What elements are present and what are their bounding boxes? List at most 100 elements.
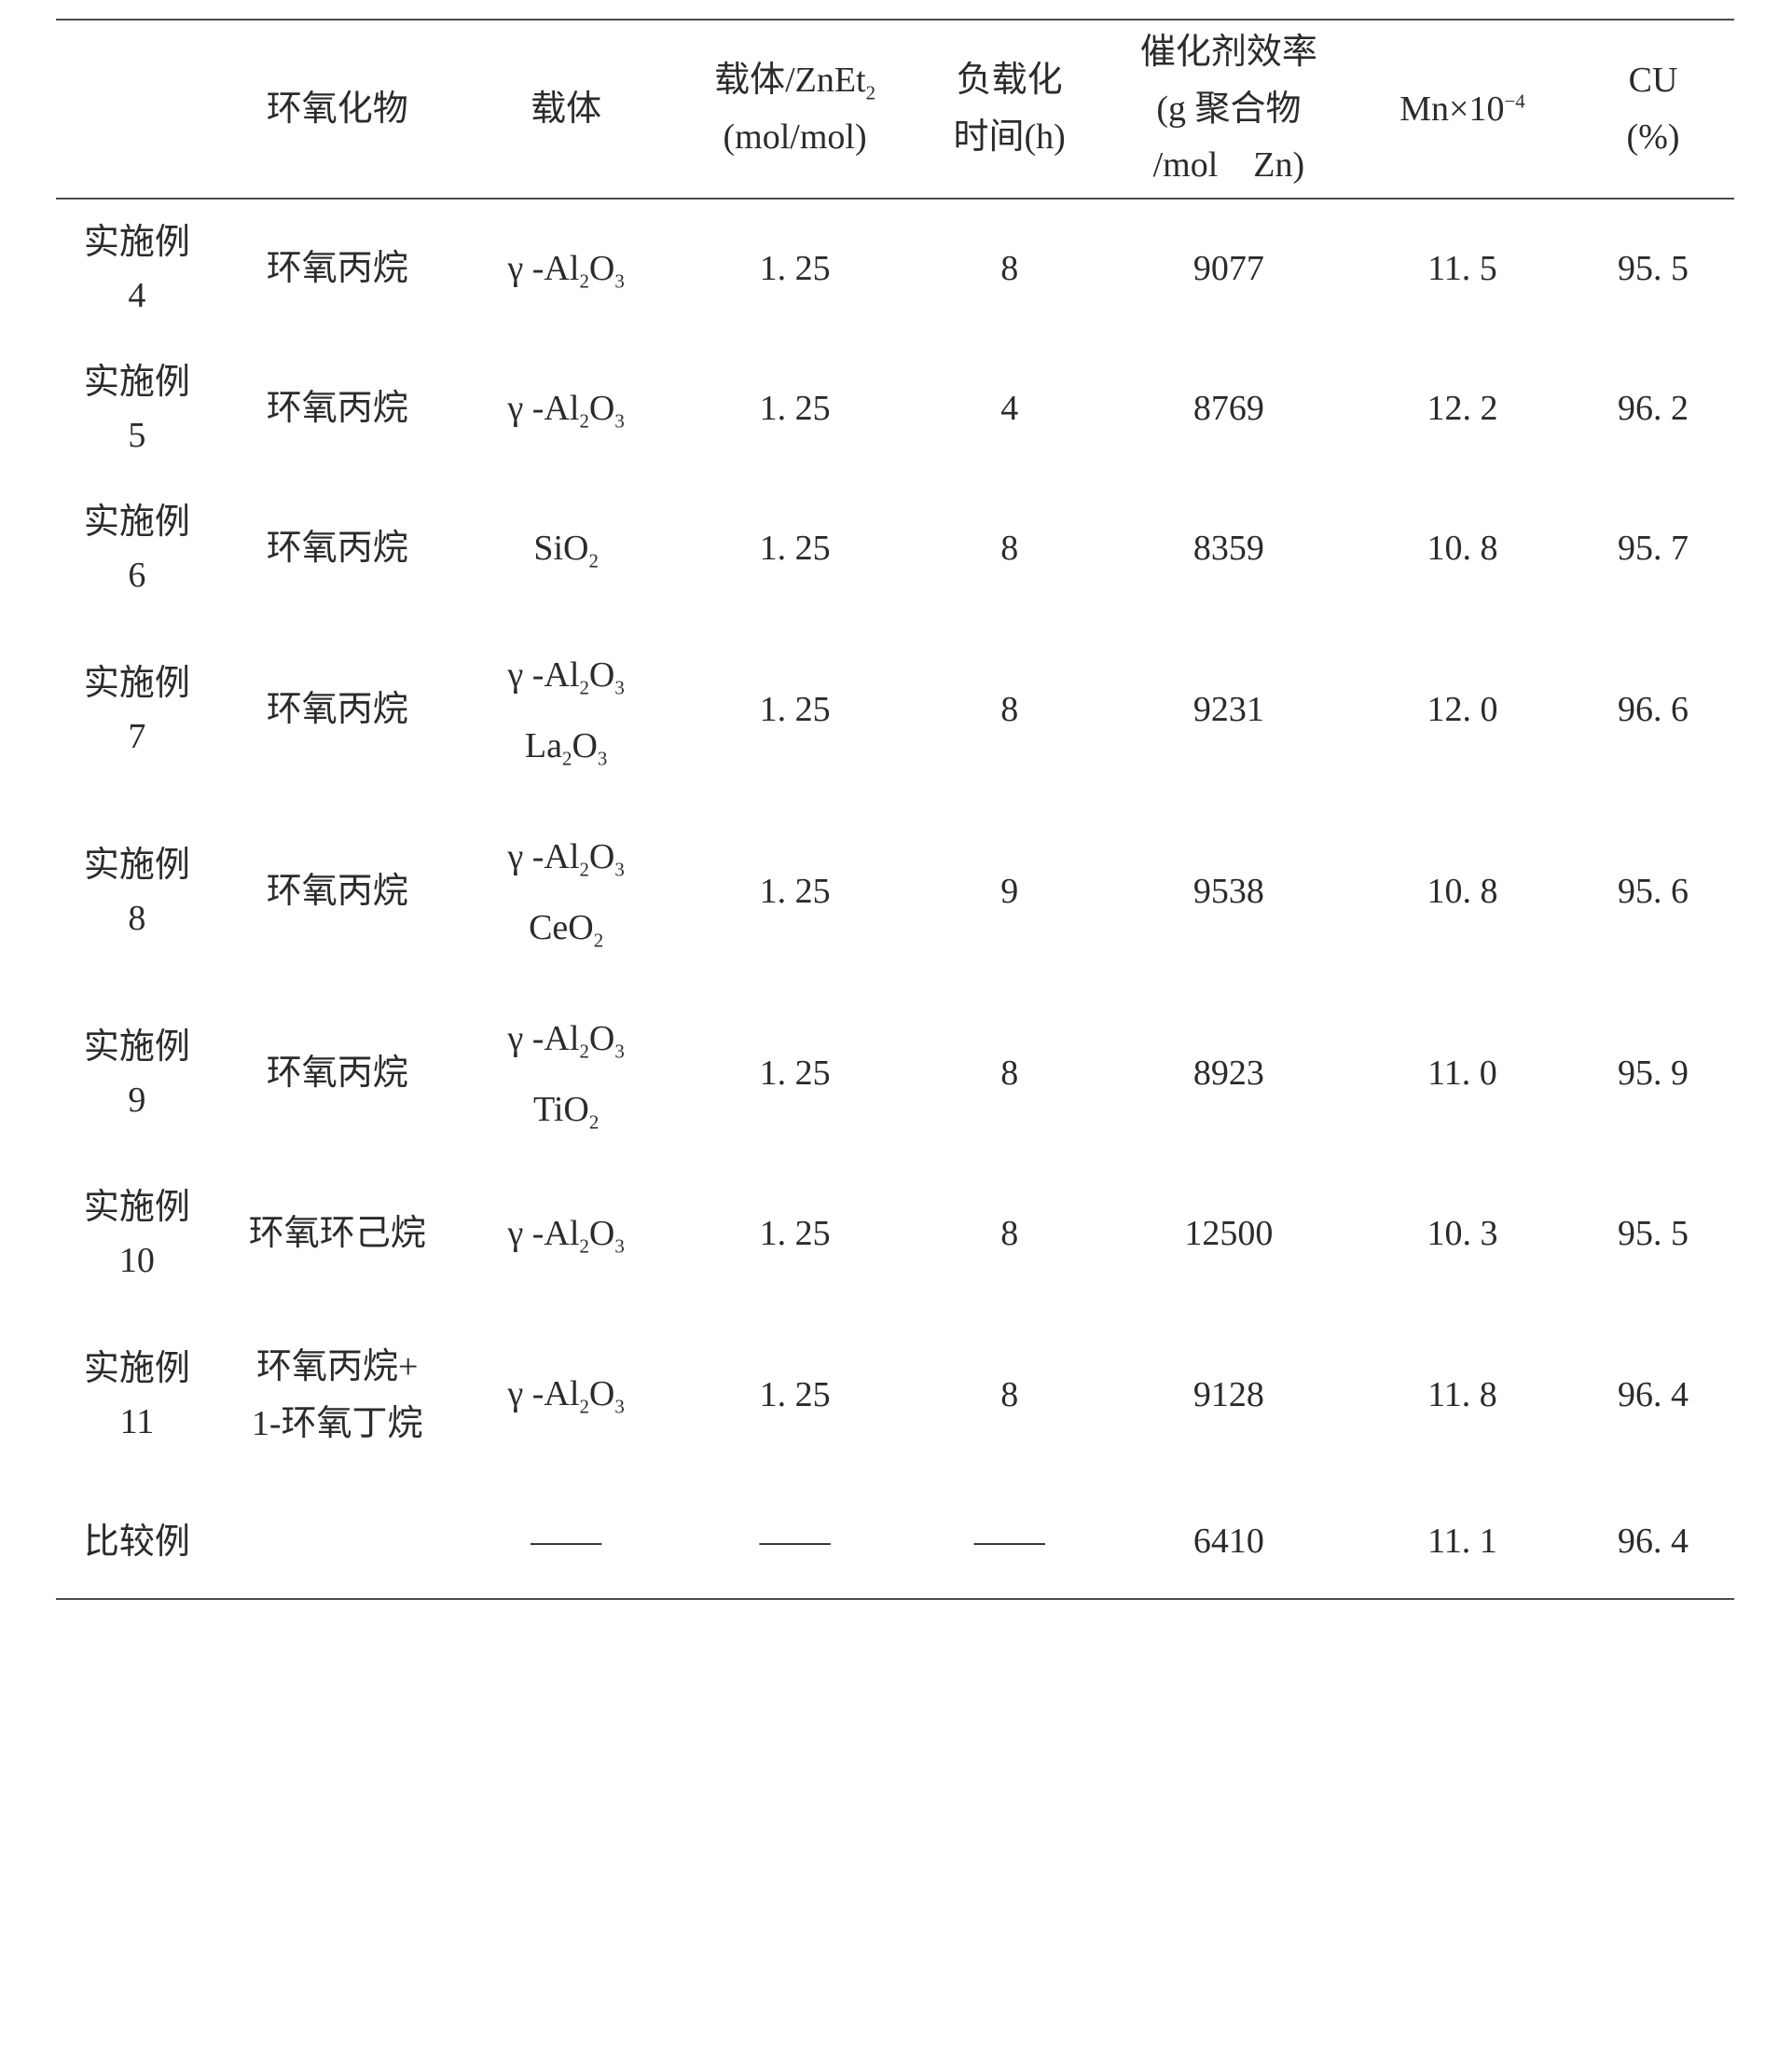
cell-efficiency: 9128 (1105, 1304, 1353, 1486)
cell-efficiency: 12500 (1105, 1164, 1353, 1304)
table-row: 实施例8环氧丙烷γ -Al2O3CeO21. 259953810. 895. 6 (56, 801, 1734, 983)
cell-cu: 95. 5 (1572, 199, 1734, 339)
row-label: 实施例9 (56, 983, 218, 1164)
cell-time: ―― (914, 1486, 1105, 1599)
col-header-cu-l1: CU (1629, 61, 1678, 100)
cell-mn: 10. 8 (1353, 801, 1572, 983)
cell-epoxide: 环氧丙烷 (218, 479, 457, 619)
cell-mn: 10. 3 (1353, 1164, 1572, 1304)
results-table: 环氧化物 载体 载体/ZnEt2 (mol/mol) 负载化 时间(h) (56, 19, 1734, 1600)
row-label: 实施例7 (56, 619, 218, 801)
col-header-time: 负载化 时间(h) (914, 20, 1105, 199)
cell-carrier: γ -Al2O3TiO2 (457, 983, 676, 1164)
cell-ratio: 1. 25 (676, 1304, 915, 1486)
cell-cu: 96. 2 (1572, 339, 1734, 479)
row-label: 比较例 (56, 1486, 218, 1599)
cell-epoxide: 环氧丙烷 (218, 339, 457, 479)
cell-efficiency: 9538 (1105, 801, 1353, 983)
cell-cu: 95. 5 (1572, 1164, 1734, 1304)
col-header-cu-l2: (%) (1627, 117, 1680, 157)
table-row: 比较例――――――641011. 196. 4 (56, 1486, 1734, 1599)
cell-mn: 12. 0 (1353, 619, 1572, 801)
col-header-blank (56, 20, 218, 199)
cell-cu: 95. 9 (1572, 983, 1734, 1164)
cell-carrier: γ -Al2O3 (457, 199, 676, 339)
row-label: 实施例6 (56, 479, 218, 619)
cell-epoxide: 环氧环己烷 (218, 1164, 457, 1304)
cell-mn: 11. 1 (1353, 1486, 1572, 1599)
cell-carrier: γ -Al2O3 (457, 339, 676, 479)
cell-ratio: 1. 25 (676, 339, 915, 479)
cell-epoxide: 环氧丙烷 (218, 199, 457, 339)
col-header-mn: Mn×10−4 (1353, 20, 1572, 199)
cell-carrier: γ -Al2O3 (457, 1304, 676, 1486)
col-header-eff-l3: /mol Zn) (1153, 145, 1305, 185)
col-header-efficiency: 催化剂效率 (g 聚合物 /mol Zn) (1105, 20, 1353, 199)
cell-time: 8 (914, 1304, 1105, 1486)
cell-time: 8 (914, 479, 1105, 619)
cell-cu: 96. 6 (1572, 619, 1734, 801)
table-row: 实施例9环氧丙烷γ -Al2O3TiO21. 258892311. 095. 9 (56, 983, 1734, 1164)
cell-time: 8 (914, 983, 1105, 1164)
cell-time: 9 (914, 801, 1105, 983)
cell-ratio: 1. 25 (676, 199, 915, 339)
cell-cu: 96. 4 (1572, 1486, 1734, 1599)
table-row: 实施例10环氧环己烷γ -Al2O31. 2581250010. 395. 5 (56, 1164, 1734, 1304)
cell-cu: 95. 6 (1572, 801, 1734, 983)
cell-mn: 11. 0 (1353, 983, 1572, 1164)
col-header-ratio: 载体/ZnEt2 (mol/mol) (676, 20, 915, 199)
table-row: 实施例11环氧丙烷+1-环氧丁烷γ -Al2O31. 258912811. 89… (56, 1304, 1734, 1486)
cell-ratio: ―― (676, 1486, 915, 1599)
cell-time: 8 (914, 1164, 1105, 1304)
table-row: 实施例5环氧丙烷γ -Al2O31. 254876912. 296. 2 (56, 339, 1734, 479)
col-header-eff-l2: (g 聚合物 (1156, 90, 1301, 129)
cell-efficiency: 8769 (1105, 339, 1353, 479)
col-header-epoxide: 环氧化物 (218, 20, 457, 199)
cell-time: 8 (914, 619, 1105, 801)
cell-time: 4 (914, 339, 1105, 479)
cell-efficiency: 6410 (1105, 1486, 1353, 1599)
table-header-row: 环氧化物 载体 载体/ZnEt2 (mol/mol) 负载化 时间(h) (56, 20, 1734, 199)
cell-efficiency: 8923 (1105, 983, 1353, 1164)
col-header-cu: CU (%) (1572, 20, 1734, 199)
table-row: 实施例6环氧丙烷SiO21. 258835910. 895. 7 (56, 479, 1734, 619)
cell-carrier: γ -Al2O3 (457, 1164, 676, 1304)
col-header-time-l2: 时间(h) (954, 117, 1066, 157)
col-header-carrier: 载体 (457, 20, 676, 199)
col-header-time-l1: 负载化 (957, 61, 1063, 100)
table-row: 实施例4环氧丙烷γ -Al2O31. 258907711. 595. 5 (56, 199, 1734, 339)
cell-epoxide: 环氧丙烷 (218, 983, 457, 1164)
row-label: 实施例4 (56, 199, 218, 339)
col-header-ratio-l1: 载体/ZnEt2 (714, 61, 875, 100)
table-body: 实施例4环氧丙烷γ -Al2O31. 258907711. 595. 5实施例5… (56, 199, 1734, 1599)
cell-ratio: 1. 25 (676, 1164, 915, 1304)
cell-epoxide: 环氧丙烷 (218, 801, 457, 983)
cell-cu: 95. 7 (1572, 479, 1734, 619)
row-label: 实施例5 (56, 339, 218, 479)
cell-carrier: γ -Al2O3La2O3 (457, 619, 676, 801)
cell-cu: 96. 4 (1572, 1304, 1734, 1486)
col-header-eff-l1: 催化剂效率 (1140, 33, 1317, 72)
row-label: 实施例8 (56, 801, 218, 983)
cell-time: 8 (914, 199, 1105, 339)
cell-carrier: γ -Al2O3CeO2 (457, 801, 676, 983)
cell-mn: 10. 8 (1353, 479, 1572, 619)
cell-ratio: 1. 25 (676, 479, 915, 619)
cell-epoxide: 环氧丙烷 (218, 619, 457, 801)
cell-efficiency: 8359 (1105, 479, 1353, 619)
cell-efficiency: 9077 (1105, 199, 1353, 339)
cell-ratio: 1. 25 (676, 801, 915, 983)
table-row: 实施例7环氧丙烷γ -Al2O3La2O31. 258923112. 096. … (56, 619, 1734, 801)
cell-efficiency: 9231 (1105, 619, 1353, 801)
cell-mn: 11. 8 (1353, 1304, 1572, 1486)
cell-mn: 11. 5 (1353, 199, 1572, 339)
cell-carrier: SiO2 (457, 479, 676, 619)
cell-carrier: ―― (457, 1486, 676, 1599)
col-header-ratio-l2: (mol/mol) (724, 117, 867, 157)
cell-epoxide (218, 1486, 457, 1599)
cell-ratio: 1. 25 (676, 619, 915, 801)
row-label: 实施例10 (56, 1164, 218, 1304)
cell-mn: 12. 2 (1353, 339, 1572, 479)
row-label: 实施例11 (56, 1304, 218, 1486)
cell-ratio: 1. 25 (676, 983, 915, 1164)
